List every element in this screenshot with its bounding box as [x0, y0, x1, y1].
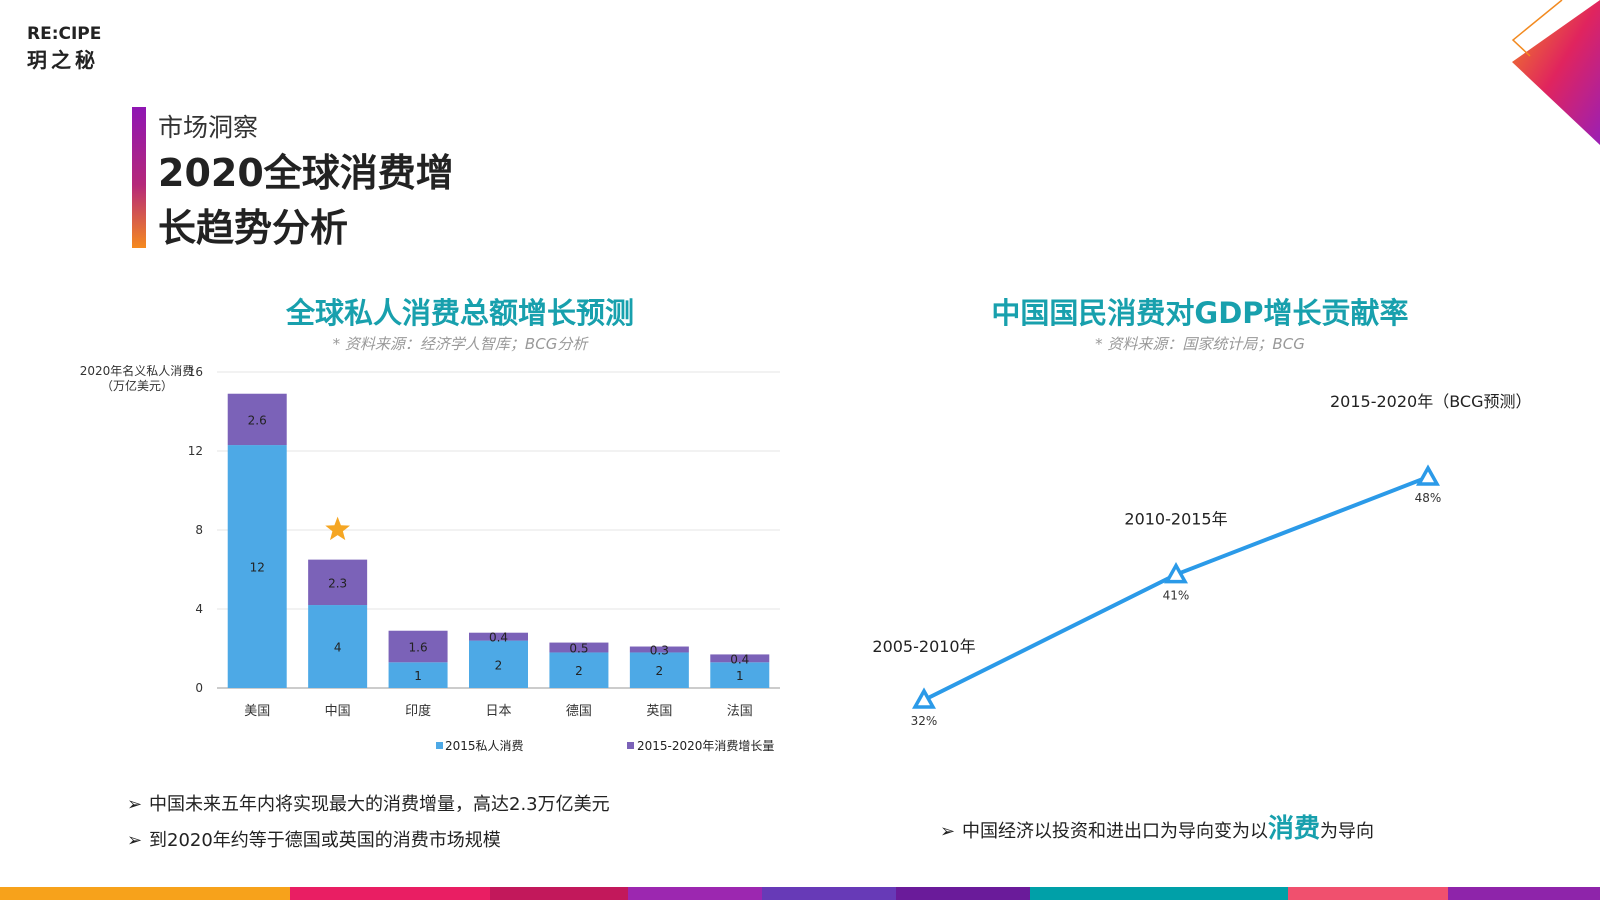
- data-value-label: 32%: [911, 714, 938, 728]
- footer-stripe-segment: [628, 887, 763, 900]
- bar-segment-base: [469, 640, 528, 688]
- footer-stripe: [0, 887, 1600, 900]
- footer-stripe-segment: [490, 887, 629, 900]
- left-chart-title: 全球私人消费总额增长预测: [285, 296, 634, 330]
- footer-stripe-segment: [0, 887, 290, 900]
- data-point-marker: [912, 687, 936, 709]
- footer-stripe-segment: [762, 887, 896, 900]
- logo-text: RE:CIPE: [27, 24, 102, 44]
- page-title: 2020全球消费增 长趋势分析: [158, 146, 454, 256]
- bar-segment-growth: [629, 646, 689, 653]
- bullet-item: ➢ 中国经济以投资和进出口为导向变为以消费为导向: [940, 808, 1374, 845]
- category-label: 2015-2020年（BCG预测）: [1330, 392, 1531, 411]
- footer-stripe-segment: [1448, 887, 1600, 900]
- bar-data-label: 1: [736, 669, 744, 683]
- bar-segment-base: [549, 652, 609, 688]
- right-chart-source: * 资料来源：国家统计局；BCG: [1095, 335, 1305, 353]
- star-icon: [325, 516, 350, 541]
- y-tick-label: 0: [195, 681, 203, 695]
- y-axis-label: （万亿美元）: [101, 378, 173, 393]
- x-tick-label: 德国: [566, 704, 592, 719]
- category-label: 2005-2010年: [872, 637, 975, 656]
- bar-segment-growth: [227, 393, 287, 446]
- bar-chart: 2020年名义私人消费（万亿美元）0481216122.6美国42.3中国11.…: [80, 365, 780, 753]
- legend-swatch: [627, 742, 634, 749]
- page-subtitle: 市场洞察: [158, 113, 259, 142]
- line-chart: 32% 41% 48% 2005-2010年 2010-2015年 2015-2020年（…: [872, 392, 1531, 728]
- x-tick-label: 印度: [405, 703, 431, 719]
- bar-data-label: 2.3: [328, 576, 347, 590]
- y-tick-label: 12: [188, 444, 203, 458]
- bullet-marker-icon: ➢: [127, 794, 143, 815]
- bar-segment-growth: [549, 642, 609, 653]
- logo-chinese: 玥之秘: [27, 48, 99, 72]
- footer-stripe-segment: [895, 887, 1030, 900]
- y-tick-label: 8: [195, 523, 203, 537]
- data-point-marker: [1416, 464, 1440, 486]
- footer-stripe-segment: [1288, 887, 1449, 900]
- bar-segment-base: [388, 662, 448, 688]
- bar-segment-growth: [710, 654, 770, 663]
- bullet-item: ➢ 中国未来五年内将实现最大的消费增量，高达2.3万亿美元: [127, 790, 610, 816]
- bullet-item: ➢ 到2020年约等于德国或英国的消费市场规模: [127, 826, 501, 852]
- bullet-text: 中国经济以投资和进出口为导向变为以: [962, 821, 1268, 842]
- bar-segment-base: [629, 652, 689, 688]
- footer-stripe-segment: [1029, 887, 1289, 900]
- bar-data-label: 2: [656, 664, 664, 678]
- x-tick-label: 英国: [646, 704, 672, 719]
- y-axis-label: 2020年名义私人消费: [80, 365, 195, 378]
- bar-segment-growth: [388, 630, 448, 663]
- right-chart-title: 中国国民消费对GDP增长贡献率: [991, 296, 1409, 330]
- bar-segment-base: [710, 662, 770, 688]
- x-tick-label: 美国: [244, 704, 270, 719]
- x-tick-label: 法国: [727, 704, 753, 719]
- page-title-line-1: 2020全球消费增: [158, 151, 454, 195]
- category-label: 2010-2015年: [1124, 510, 1227, 529]
- bar-segment-base: [227, 445, 287, 688]
- page-title-line-2: 长趋势分析: [158, 206, 349, 250]
- data-value-label: 41%: [1163, 589, 1190, 603]
- data-point-marker: [1164, 561, 1188, 584]
- y-tick-label: 4: [195, 602, 203, 616]
- y-tick-label: 16: [188, 365, 203, 379]
- bar-segment-growth: [308, 559, 368, 606]
- legend-label: 2015-2020年消费增长量: [637, 739, 774, 753]
- bullet-text: 到2020年约等于德国或英国的消费市场规模: [149, 830, 501, 851]
- left-chart-source: * 资料来源：经济学人智库；BCG分析: [332, 335, 588, 353]
- bar-data-label: 0.5: [569, 642, 588, 656]
- bar-segment-growth: [469, 632, 528, 641]
- bar-data-label: 2: [495, 658, 503, 672]
- bar-data-label: 12: [250, 561, 265, 575]
- bar-data-label: 0.3: [650, 643, 669, 657]
- legend-label: 2015私人消费: [445, 739, 524, 753]
- accent-bar: [132, 107, 146, 248]
- data-value-label: 48%: [1415, 491, 1442, 505]
- corner-decoration: [1511, 0, 1600, 145]
- bar-data-label: 2: [575, 664, 583, 678]
- x-tick-label: 日本: [485, 704, 511, 719]
- bar-segment-base: [308, 605, 368, 688]
- bullet-marker-icon: ➢: [940, 821, 956, 842]
- bullet-marker-icon: ➢: [127, 830, 143, 851]
- bullet-text: 中国未来五年内将实现最大的消费增量，高达2.3万亿美元: [149, 794, 610, 815]
- bullet-text: 为导向: [1320, 821, 1375, 842]
- bar-data-label: 4: [334, 641, 342, 655]
- bar-data-label: 0.4: [730, 652, 749, 666]
- bar-data-label: 1: [414, 669, 422, 683]
- legend-swatch: [436, 742, 443, 749]
- bar-data-label: 0.4: [489, 631, 508, 645]
- footer-stripe-segment: [289, 887, 491, 900]
- x-tick-label: 中国: [325, 704, 351, 719]
- bullet-highlight: 消费: [1268, 814, 1321, 844]
- bar-data-label: 1.6: [409, 641, 428, 655]
- bar-data-label: 2.6: [248, 413, 267, 427]
